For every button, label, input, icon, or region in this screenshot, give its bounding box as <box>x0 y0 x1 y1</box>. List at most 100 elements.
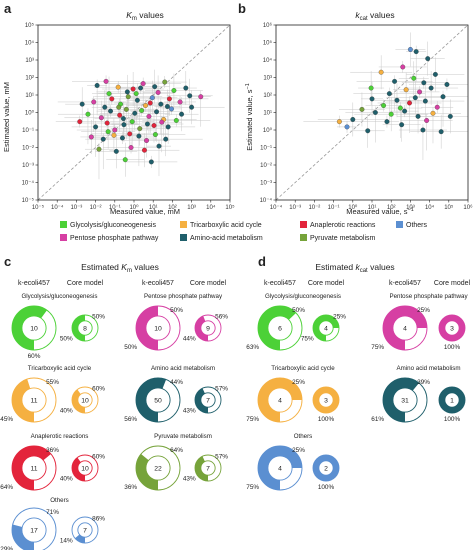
data-point <box>402 108 408 114</box>
data-point <box>412 95 418 101</box>
data-point <box>163 136 169 142</box>
donut-charts: Glycolysis/gluconeogenesis1060%850%50%Pe… <box>0 293 468 550</box>
y-tick-label: 10⁻¹ <box>260 146 272 152</box>
data-point <box>388 111 394 117</box>
percent-label: 25% <box>292 379 305 386</box>
donut-count: 1 <box>450 397 454 404</box>
legend-swatch <box>60 234 67 241</box>
donut-count: 10 <box>30 325 38 332</box>
y-tick-label: 10³ <box>25 58 34 64</box>
y-tick-label: 10⁻³ <box>22 163 34 169</box>
data-point <box>397 105 403 111</box>
donut-count: 9 <box>206 325 210 332</box>
data-point <box>85 111 91 117</box>
scatter-plot-km: 10⁻⁵ 10⁻⁴ 10⁻³ 10⁻² 10⁻¹ 10⁰ 10¹ 10² 10³ 10⁴ 10⁵ 10… <box>22 22 236 211</box>
data-point <box>104 120 110 126</box>
donut-segment <box>11 446 51 490</box>
group-label: Pyruvate metabolism <box>154 433 212 440</box>
data-point <box>113 148 119 154</box>
data-point <box>134 97 140 103</box>
data-point <box>77 119 83 125</box>
percent-label: 25% <box>333 314 346 321</box>
data-point <box>187 93 193 99</box>
data-point <box>147 100 153 106</box>
percent-label: 39% <box>417 379 430 386</box>
data-point <box>144 121 150 127</box>
donut-count: 3 <box>324 397 328 404</box>
legend-label: Glycolysis/gluconeogenesis <box>70 222 156 229</box>
donut-segment <box>136 453 158 490</box>
data-point <box>164 104 170 109</box>
data-point <box>138 85 144 91</box>
panel-a-title: Km values <box>126 10 164 22</box>
data-point <box>139 108 145 113</box>
data-point <box>141 147 147 153</box>
y-tick-label: 10⁰ <box>263 127 273 134</box>
x-tick-label: 10⁰ <box>129 204 139 211</box>
group-label: Glycolysis/gluconeogenesis <box>21 293 97 300</box>
percent-label: 36% <box>46 447 59 454</box>
percent-label: 56% <box>124 416 137 423</box>
data-point <box>102 104 108 110</box>
group-label: Pentose phosphate pathway <box>389 293 468 300</box>
data-point <box>158 101 164 107</box>
data-point <box>350 117 356 122</box>
percent-label: 64% <box>170 447 183 454</box>
percent-label: 29% <box>0 546 13 550</box>
data-point <box>106 91 112 97</box>
panel-d-col-label: Core model <box>434 280 471 287</box>
data-point <box>103 78 109 84</box>
data-point <box>125 94 131 100</box>
x-tick-label: 10⁻¹ <box>328 205 340 211</box>
y-tick-label: 10³ <box>263 76 272 82</box>
donut-count: 7 <box>83 527 87 534</box>
donut-segment <box>136 306 158 350</box>
data-point <box>378 69 384 75</box>
donut-count: 10 <box>81 465 89 472</box>
donut-count: 6 <box>278 325 282 332</box>
percent-label: 45% <box>0 416 13 423</box>
donut-segment <box>195 388 208 413</box>
legend-label: Pyruvate metabolism <box>310 235 376 242</box>
group-label: Amino acid metabolism <box>397 365 461 372</box>
x-tick-label: 10⁵ <box>444 204 454 211</box>
data-point <box>344 124 350 130</box>
data-point <box>420 127 426 133</box>
donut-segment <box>258 378 302 422</box>
group-label: Amino acid metabolism <box>151 365 215 372</box>
panel-c-col-label: k-ecoli457 <box>18 280 50 287</box>
percent-label: 75% <box>371 344 384 351</box>
percent-label: 75% <box>246 484 259 491</box>
data-point <box>400 64 406 70</box>
panel-c-title: Estimated Km values <box>81 262 159 274</box>
panel-d-col-label: Core model <box>308 280 345 287</box>
donut-count: 31 <box>401 397 409 404</box>
panel-c-col-label: Core model <box>190 280 227 287</box>
panel-c-letter: c <box>4 254 11 269</box>
data-point <box>117 112 123 118</box>
donut-segment <box>12 379 35 422</box>
donut-count: 10 <box>81 397 89 404</box>
donut-segment <box>11 306 47 350</box>
data-point <box>417 89 423 95</box>
data-point <box>129 119 135 125</box>
percent-label: 61% <box>371 416 384 423</box>
data-point <box>132 110 138 116</box>
data-point <box>155 89 161 95</box>
percent-label: 57% <box>215 454 228 461</box>
data-point <box>411 75 417 81</box>
data-point <box>434 104 440 110</box>
percent-label: 57% <box>215 386 228 393</box>
x-tick-label: 10⁴ <box>425 204 435 211</box>
group-label: Tricarboxylic acid cycle <box>28 365 92 372</box>
panel-b-xlabel: Measured value, s−1 <box>346 207 414 216</box>
percent-label: 100% <box>444 416 461 423</box>
data-point <box>112 127 118 133</box>
group-label: Tricarboxylic acid cycle <box>271 365 335 372</box>
data-point <box>151 123 157 128</box>
percent-label: 40% <box>60 407 73 414</box>
panel-d-title: Estimated kcat values <box>315 262 394 274</box>
data-point <box>94 83 100 88</box>
donut-inner-outline <box>77 522 93 538</box>
